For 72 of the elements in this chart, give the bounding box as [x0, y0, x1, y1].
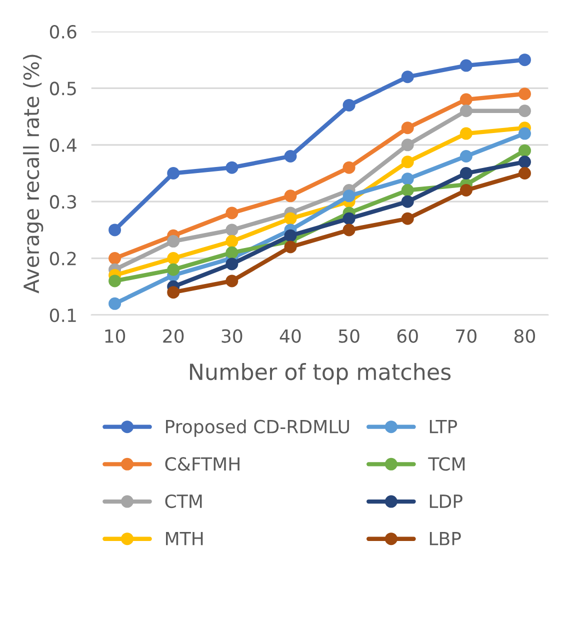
point [401, 184, 414, 197]
point [401, 70, 414, 84]
point [518, 54, 531, 66]
y-tick-label: 0.6 [50, 24, 76, 39]
y-axis-title: Average recall rate (%) [23, 54, 44, 294]
y-tick-label: 0.2 [50, 252, 76, 266]
point [226, 235, 238, 248]
point [284, 240, 297, 254]
point [226, 274, 238, 288]
x-tick-label: 30 [222, 329, 242, 343]
point [460, 93, 472, 106]
point [342, 212, 356, 225]
point [460, 104, 472, 118]
legend-label: LBP [430, 532, 461, 546]
point [401, 156, 414, 168]
point [518, 104, 531, 118]
point [460, 167, 472, 180]
x-axis-title: Number of top matches [190, 363, 451, 385]
legend-label: Proposed CD-RDMLU [166, 419, 349, 437]
point [401, 172, 414, 186]
legend-label: LTP [430, 420, 458, 434]
point [342, 224, 356, 236]
point [226, 161, 238, 174]
point [518, 156, 531, 168]
y-tick-label: 0.3 [50, 195, 76, 209]
legend-label: MTH [166, 532, 203, 546]
point [167, 235, 180, 248]
point [108, 252, 122, 265]
x-tick-label: 50 [338, 329, 360, 343]
point [460, 59, 472, 72]
point [518, 127, 531, 140]
point [460, 184, 472, 197]
point [167, 263, 180, 276]
point [342, 98, 356, 112]
point [226, 258, 238, 270]
point [342, 161, 356, 174]
point [518, 144, 531, 157]
point [518, 88, 531, 100]
x-tick-label: 20 [163, 329, 184, 343]
point [342, 190, 356, 202]
x-tick-label: 10 [105, 329, 126, 343]
x-tick-label: 80 [514, 329, 536, 343]
point [167, 167, 180, 180]
point [108, 297, 122, 310]
point [284, 229, 297, 242]
x-tick-label: 70 [456, 329, 476, 343]
point [167, 286, 180, 299]
legend-label: TCM [428, 457, 465, 471]
point [401, 122, 414, 134]
point [226, 224, 238, 236]
x-tick-label: 40 [280, 329, 301, 343]
legend-label: C&FTMH [165, 457, 240, 471]
point [226, 246, 238, 259]
point [401, 138, 414, 152]
point [401, 212, 414, 225]
point [167, 252, 180, 265]
x-tick-label: 60 [397, 329, 418, 343]
point [460, 150, 472, 162]
legend-label: CTM [165, 494, 202, 508]
point [226, 206, 238, 220]
point [401, 195, 414, 208]
y-tick-label: 0.1 [50, 308, 76, 322]
point [108, 224, 122, 236]
legend-label: LDP [430, 494, 462, 508]
y-tick-label: 0.4 [50, 138, 76, 152]
point [108, 274, 122, 288]
point [284, 212, 297, 225]
point [284, 150, 297, 162]
point [518, 167, 531, 180]
point [284, 190, 297, 202]
y-tick-label: 0.5 [50, 82, 76, 96]
point [460, 127, 472, 140]
